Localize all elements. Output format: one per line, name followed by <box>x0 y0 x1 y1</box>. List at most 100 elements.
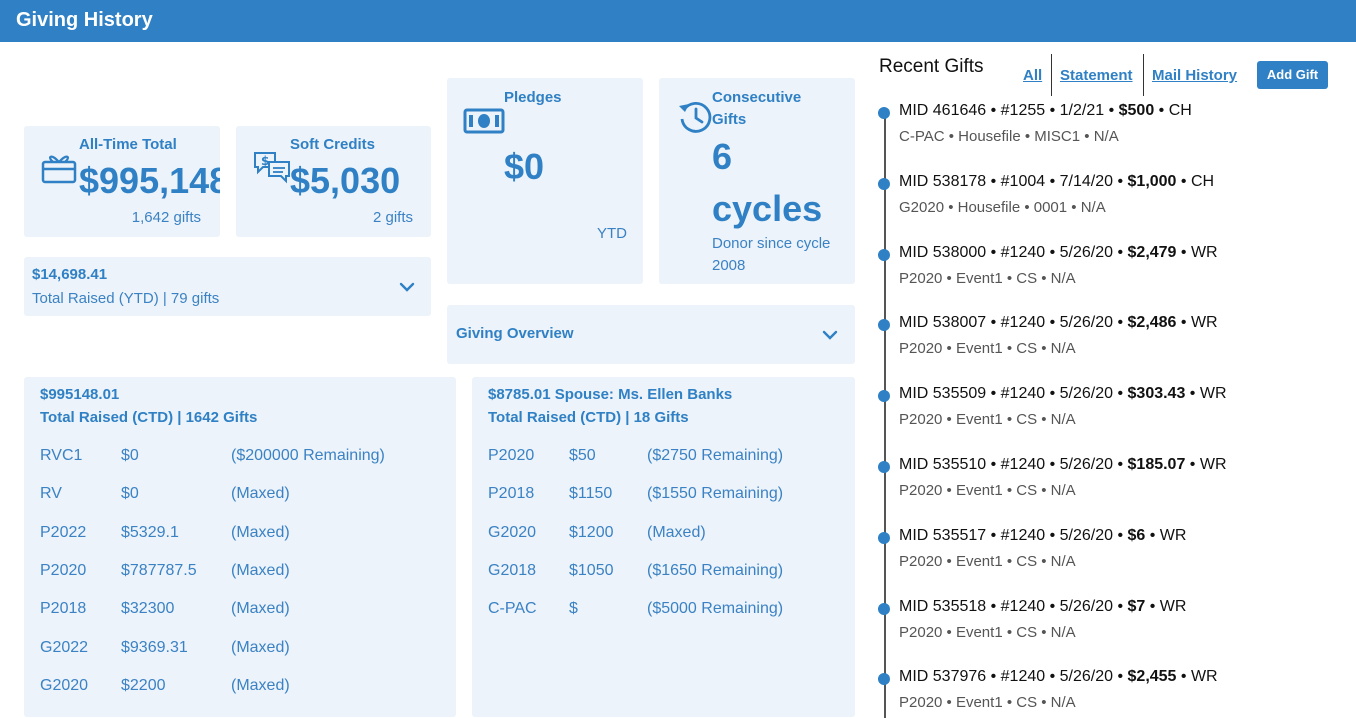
gift-summary: MID 537976 • #1240 • 5/26/20 • $2,455 • … <box>899 668 1218 686</box>
row-amount: $787787.5 <box>121 561 197 579</box>
row-status: ($200000 Remaining) <box>231 447 385 464</box>
ytd-amount: $14,698.41 <box>32 266 108 283</box>
row-status: ($1650 Remaining) <box>647 561 784 579</box>
gift-meta: MID 538178 • #1004 • 7/14/20 • <box>899 172 1128 190</box>
gift-method: • WR <box>1145 526 1187 544</box>
row-amount: $2200 <box>121 676 166 694</box>
gift-detail: P2020 • Event1 • CS • N/A <box>899 552 1076 570</box>
gift-meta: MID 535510 • #1240 • 5/26/20 • <box>899 456 1128 473</box>
all-time-total-card: All-Time Total $995,148 1,642 gifts <box>24 126 220 237</box>
row-amount: $32300 <box>121 600 175 618</box>
timeline-dot <box>878 673 890 686</box>
gift-amount: $2,455 <box>1127 668 1177 686</box>
ctd-label: Total Raised (CTD) | 1642 Gifts <box>40 409 258 426</box>
gift-method: • WR <box>1176 243 1218 261</box>
gift-meta: MID 538000 • #1240 • 5/26/20 • <box>899 243 1128 261</box>
gift-method: • WR <box>1185 456 1227 473</box>
gift-summary: MID 538007 • #1240 • 5/26/20 • $2,486 • … <box>899 314 1218 332</box>
spouse-label: Total Raised (CTD) | 18 Gifts <box>488 409 689 426</box>
soft-credits-card: $ Soft Credits $5,030 2 gifts <box>236 126 431 237</box>
row-status: (Maxed) <box>231 485 290 503</box>
row-status: (Maxed) <box>231 561 290 579</box>
gift-meta: MID 461646 • #1255 • 1/2/21 • <box>899 102 1119 119</box>
pledges-value: $0 <box>504 146 545 187</box>
row-status: (Maxed) <box>231 676 290 694</box>
giving-overview-card[interactable]: Giving Overview <box>447 305 855 364</box>
chevron-down-icon[interactable] <box>398 281 416 293</box>
row-amount: $0 <box>121 447 139 464</box>
all-time-total-label: All-Time Total <box>79 136 177 153</box>
gift-detail: C-PAC • Housefile • MISC1 • N/A <box>899 128 1119 145</box>
row-amount: $1200 <box>569 523 614 541</box>
row-code: P2022 <box>40 523 87 541</box>
row-amount: $5329.1 <box>121 523 179 541</box>
consecutive-unit: cycles <box>712 188 823 229</box>
gift-method: • WR <box>1176 668 1218 686</box>
speech-bubbles-dollar-icon: $ <box>254 152 290 184</box>
gift-amount: $500 <box>1118 102 1155 119</box>
history-icon <box>679 101 712 133</box>
spouse-amount: $8785.01 Spouse: Ms. Ellen Banks <box>488 386 733 403</box>
timeline-dot <box>878 248 890 261</box>
money-bill-icon <box>463 108 505 134</box>
row-amount: $0 <box>121 485 139 503</box>
timeline-dot <box>878 390 890 403</box>
gift-amount: $303.43 <box>1127 385 1186 403</box>
consecutive-label-2: Gifts <box>712 111 747 128</box>
row-amount: $9369.31 <box>121 638 188 656</box>
row-status: ($1550 Remaining) <box>647 485 784 503</box>
row-amount: $ <box>569 600 578 618</box>
pledges-label: Pledges <box>504 89 562 106</box>
gift-summary: MID 535518 • #1240 • 5/26/20 • $7 • WR <box>899 598 1186 616</box>
consecutive-gifts-card: Consecutive Gifts 6 cycles Donor since c… <box>659 78 855 284</box>
donor-since-label: Donor since cycle <box>712 235 831 252</box>
statement-link[interactable]: Statement <box>1060 67 1133 84</box>
gift-detail: P2020 • Event1 • CS • N/A <box>899 482 1076 499</box>
gift-detail: P2020 • Event1 • CS • N/A <box>899 340 1076 358</box>
soft-credits-label: Soft Credits <box>290 136 376 153</box>
gift-method: • CH <box>1154 102 1192 119</box>
header-bar: Giving History <box>0 0 1356 42</box>
pledges-card: Pledges $0 YTD <box>447 78 643 284</box>
timeline-dot <box>878 461 890 473</box>
row-status: (Maxed) <box>647 523 706 541</box>
donor-since-year: 2008 <box>712 257 746 274</box>
row-code: G2018 <box>488 561 537 579</box>
row-status: (Maxed) <box>231 638 290 656</box>
gift-amount: $6 <box>1127 526 1146 544</box>
divider <box>1051 54 1052 96</box>
row-code: G2022 <box>40 638 89 656</box>
row-status: (Maxed) <box>231 523 290 541</box>
row-code: RV <box>40 485 62 503</box>
row-status: ($5000 Remaining) <box>647 600 784 618</box>
mail-history-link[interactable]: Mail History <box>1152 67 1238 84</box>
ytd-card[interactable]: $14,698.41 Total Raised (YTD) | 79 gifts <box>24 257 431 316</box>
add-gift-button[interactable]: Add Gift <box>1257 61 1328 89</box>
row-code: P2020 <box>40 561 87 579</box>
gift-summary: MID 535517 • #1240 • 5/26/20 • $6 • WR <box>899 527 1186 545</box>
ctd-card: $995148.01 Total Raised (CTD) | 1642 Gif… <box>24 377 456 717</box>
gift-meta: MID 537976 • #1240 • 5/26/20 • <box>899 668 1128 686</box>
timeline-dot <box>878 319 890 332</box>
gift-icon <box>41 155 77 184</box>
recent-gifts-title: Recent Gifts <box>879 56 984 77</box>
gift-meta: MID 535518 • #1240 • 5/26/20 • <box>899 597 1128 615</box>
all-time-total-count: 1,642 gifts <box>131 209 201 226</box>
chevron-down-icon[interactable] <box>821 329 839 341</box>
row-code: P2018 <box>488 485 535 503</box>
gift-amount: $2,479 <box>1127 243 1177 261</box>
gift-meta: MID 535509 • #1240 • 5/26/20 • <box>899 385 1128 403</box>
row-amount: $1150 <box>569 485 613 503</box>
row-code: G2020 <box>488 523 537 541</box>
gift-amount: $1,000 <box>1127 172 1177 190</box>
all-link[interactable]: All <box>1023 67 1043 84</box>
gift-summary: MID 535510 • #1240 • 5/26/20 • $185.07 •… <box>899 456 1227 474</box>
gift-amount: $7 <box>1127 597 1146 615</box>
gift-summary: MID 538178 • #1004 • 7/14/20 • $1,000 • … <box>899 173 1214 191</box>
gift-meta: MID 538007 • #1240 • 5/26/20 • <box>899 314 1128 332</box>
gift-detail: P2020 • Event1 • CS • N/A <box>899 269 1076 287</box>
gift-amount: $2,486 <box>1127 314 1177 332</box>
soft-credits-count: 2 gifts <box>372 209 413 226</box>
row-code: P2020 <box>488 447 535 464</box>
gift-meta: MID 535517 • #1240 • 5/26/20 • <box>899 526 1128 544</box>
